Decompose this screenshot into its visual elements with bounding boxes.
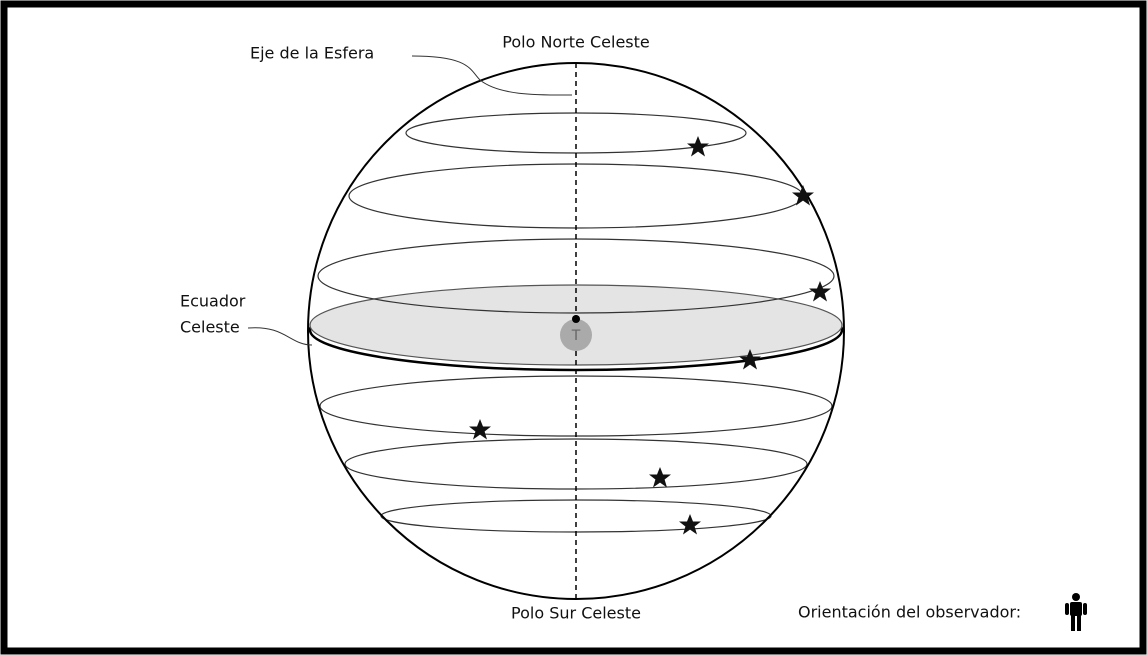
equator-label-line: Ecuador (180, 292, 246, 311)
axis-label: Eje de la Esfera (250, 44, 374, 63)
observer-label: Orientación del observador: (798, 603, 1021, 622)
observer-point (572, 315, 580, 323)
north-pole-label: Polo Norte Celeste (502, 33, 649, 52)
earth-label: T (571, 328, 581, 344)
south-pole-label: Polo Sur Celeste (511, 604, 641, 623)
diagram: T Polo Norte Celeste Polo Sur Celeste Ej… (0, 0, 1147, 655)
equator-label-line: Celeste (180, 318, 240, 337)
